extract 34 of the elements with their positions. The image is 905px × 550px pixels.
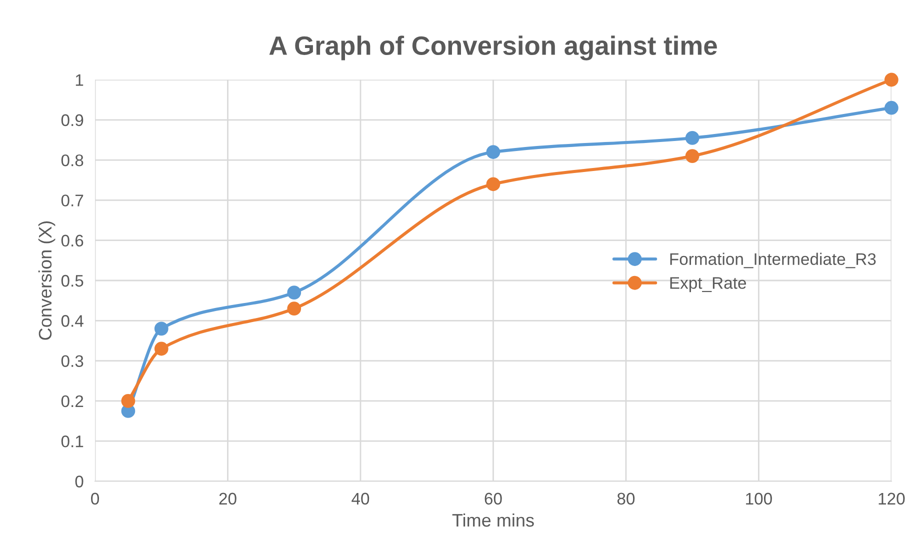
legend-label: Expt_Rate bbox=[670, 277, 746, 292]
x-tick-label: 120 bbox=[878, 492, 905, 505]
x-tick-label: 20 bbox=[219, 492, 236, 505]
x-tick-label: 80 bbox=[617, 492, 635, 505]
point bbox=[884, 72, 898, 87]
point bbox=[154, 342, 168, 356]
x-tick-label: 100 bbox=[746, 492, 772, 505]
x-tick-label: 0 bbox=[91, 492, 100, 505]
y-tick-label: 0.8 bbox=[61, 154, 84, 166]
point bbox=[486, 145, 500, 159]
chart-title: A Graph of Conversion against time bbox=[269, 36, 717, 60]
point bbox=[121, 394, 136, 408]
point bbox=[287, 286, 302, 300]
x-axis-title: Time mins bbox=[452, 513, 534, 527]
y-tick-label: 0.1 bbox=[61, 436, 84, 448]
y-tick-label: 0.9 bbox=[61, 114, 84, 126]
point bbox=[685, 149, 700, 163]
y-axis-title: Conversion (X) bbox=[38, 221, 56, 340]
y-tick-label: 0.2 bbox=[61, 395, 84, 408]
point bbox=[486, 177, 500, 192]
y-tick-label: 0.3 bbox=[61, 355, 84, 368]
x-tick-label: 60 bbox=[484, 492, 502, 505]
point bbox=[154, 322, 168, 336]
x-tick-label: 40 bbox=[352, 492, 370, 505]
legend-label: Formation_Intermediate_R3 bbox=[670, 252, 876, 268]
y-tick-label: 1 bbox=[76, 74, 84, 86]
point bbox=[287, 302, 302, 316]
y-tick-label: 0.4 bbox=[61, 315, 84, 327]
y-tick-label: 0 bbox=[75, 476, 84, 488]
y-tick-label: 0.6 bbox=[61, 234, 84, 247]
point bbox=[685, 131, 700, 145]
point bbox=[884, 100, 898, 115]
y-tick-label: 0.5 bbox=[61, 274, 84, 287]
y-tick-label: 0.7 bbox=[61, 194, 84, 206]
